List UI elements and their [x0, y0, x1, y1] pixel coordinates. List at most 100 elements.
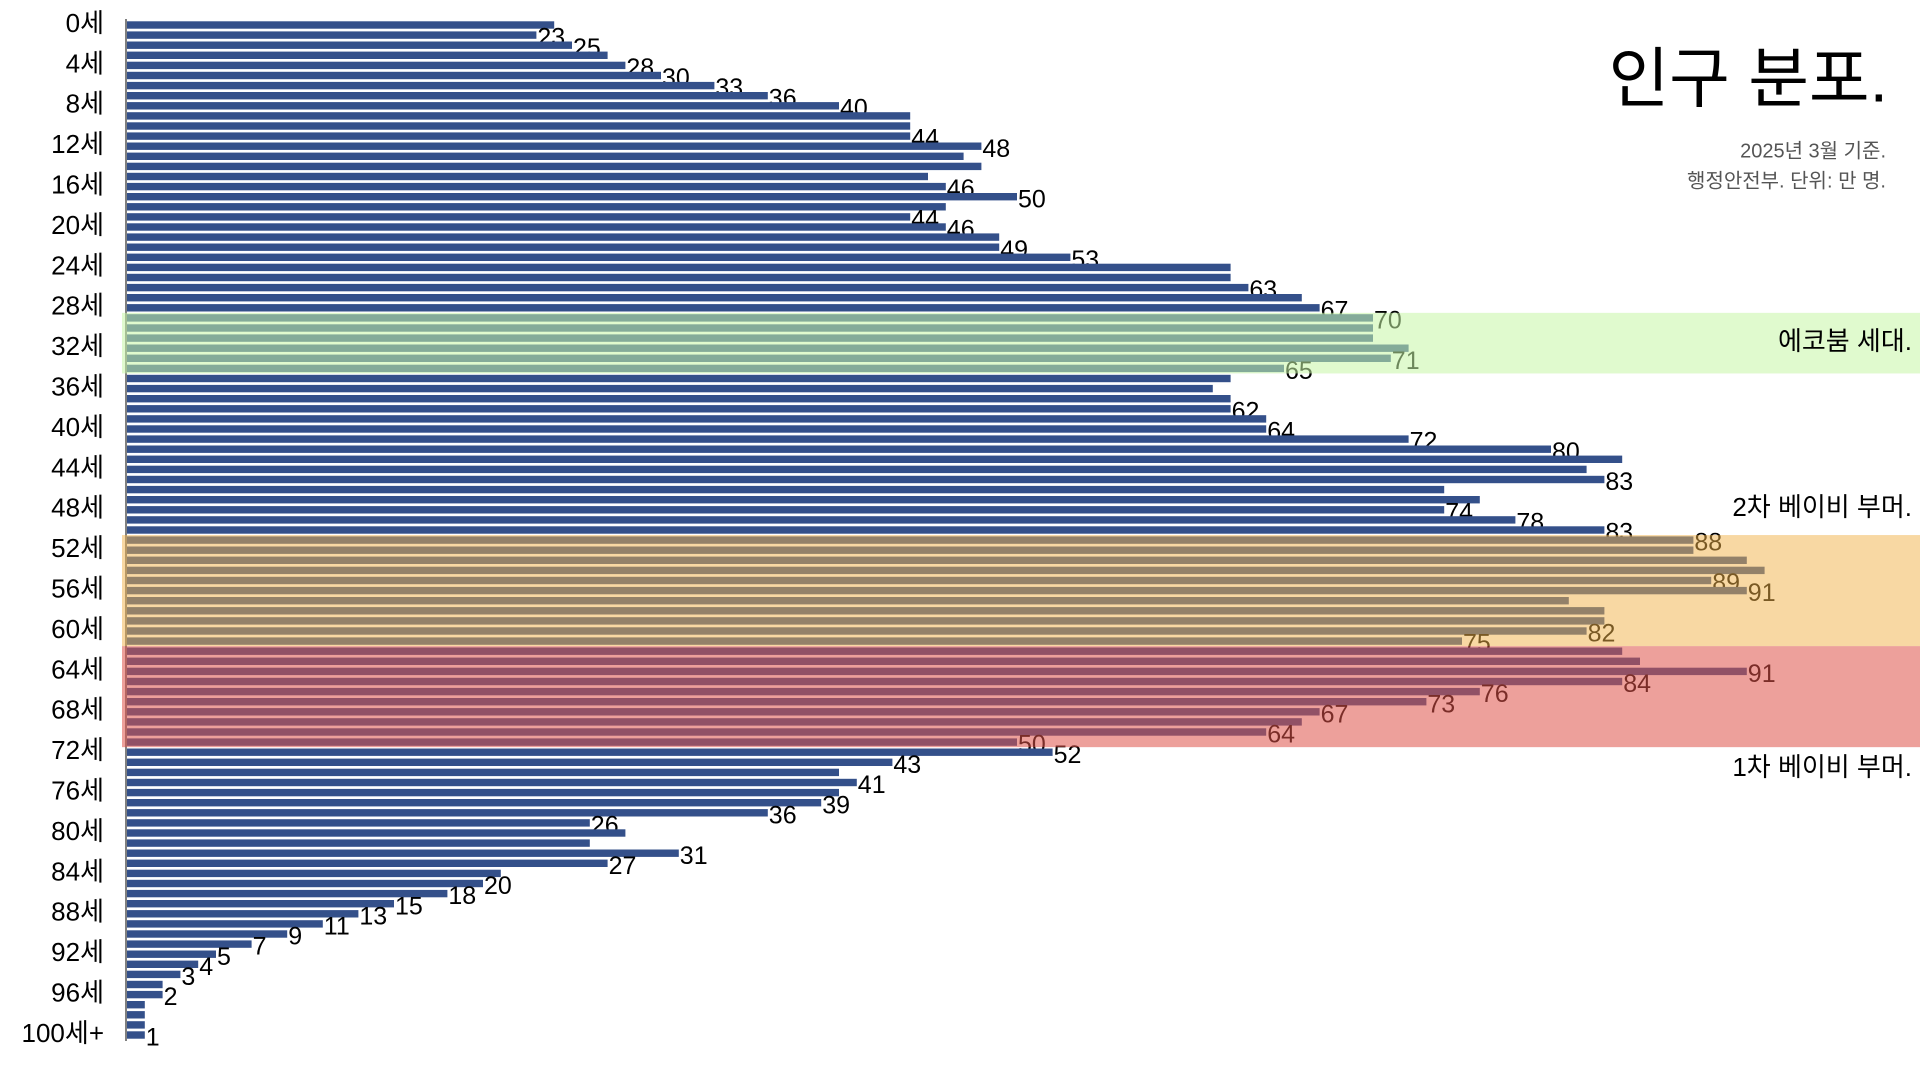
- data-label: 50: [1018, 185, 1046, 213]
- y-tick-label: 0세: [66, 8, 104, 38]
- bar: [127, 162, 982, 171]
- bar: [127, 71, 661, 80]
- y-tick-label: 88세: [51, 897, 104, 927]
- bar: [127, 122, 911, 130]
- bar: [127, 102, 839, 110]
- bar: [127, 758, 893, 766]
- bar: [127, 496, 1480, 504]
- bar: [127, 748, 1053, 756]
- bar: [127, 465, 1587, 474]
- bar: [127, 304, 1320, 312]
- bar: [127, 435, 1409, 443]
- y-tick-label: 100세+: [22, 1018, 104, 1048]
- highlight-label: 2차 베이비 부머.: [1732, 492, 1912, 522]
- data-label: 15: [395, 892, 423, 920]
- bar: [127, 960, 199, 968]
- bar: [127, 859, 608, 867]
- y-tick-label: 44세: [51, 452, 104, 482]
- highlight-label: 1차 베이비 부머.: [1732, 752, 1912, 782]
- bar: [127, 182, 946, 191]
- data-label: 1: [146, 1024, 160, 1052]
- data-label: 31: [680, 842, 708, 870]
- bar: [127, 1011, 145, 1019]
- bar: [127, 81, 715, 90]
- data-label: 7: [253, 933, 267, 961]
- bar: [127, 879, 483, 888]
- data-label: 13: [359, 902, 387, 930]
- y-tick-label: 92세: [51, 937, 104, 967]
- data-label: 36: [769, 801, 797, 829]
- highlight-label: 에코붐 세대.: [1778, 326, 1912, 356]
- bar: [127, 142, 982, 150]
- bar: [127, 849, 679, 857]
- bar: [127, 233, 1000, 241]
- data-label: 20: [484, 872, 512, 900]
- bar: [127, 21, 555, 29]
- bar: [127, 415, 1267, 423]
- y-tick-label: 40세: [51, 412, 104, 442]
- bar: [127, 829, 626, 837]
- bar: [127, 193, 1017, 201]
- bar: [127, 374, 1231, 383]
- bar: [127, 819, 590, 827]
- bar: [127, 455, 1623, 463]
- bar: [127, 31, 537, 39]
- y-tick-label: 96세: [51, 977, 104, 1007]
- bar: [127, 889, 448, 898]
- y-tick-label: 56세: [51, 573, 104, 603]
- bar: [127, 405, 1231, 413]
- bar: [127, 485, 1445, 494]
- y-tick-label: 52세: [51, 533, 104, 563]
- bar: [127, 294, 1302, 302]
- bar: [127, 950, 216, 958]
- bar: [127, 263, 1231, 272]
- y-tick-label: 68세: [51, 695, 104, 725]
- y-tick-label: 76세: [51, 775, 104, 805]
- data-label: 27: [609, 852, 637, 880]
- bar: [127, 112, 911, 120]
- bar: [127, 283, 1249, 292]
- bar: [127, 1001, 145, 1009]
- highlight-band: [122, 646, 1920, 748]
- bar: [127, 930, 288, 938]
- y-tick-label: 72세: [51, 735, 104, 765]
- bar: [127, 172, 928, 181]
- bar: [127, 778, 857, 787]
- bar: [127, 940, 252, 948]
- bar: [127, 1031, 145, 1039]
- bar: [127, 768, 839, 777]
- bar: [127, 273, 1231, 282]
- bar: [127, 152, 964, 160]
- data-label: 4: [199, 953, 213, 981]
- bar: [127, 920, 323, 928]
- bar: [127, 869, 501, 878]
- bar: [127, 970, 181, 979]
- bar: [127, 384, 1213, 393]
- y-tick-label: 80세: [51, 816, 104, 846]
- bar: [127, 425, 1267, 433]
- bar: [127, 799, 822, 807]
- y-tick-label: 20세: [51, 210, 104, 240]
- y-tick-label: 28세: [51, 291, 104, 321]
- bar: [127, 253, 1071, 261]
- bar: [127, 203, 946, 211]
- data-label: 43: [893, 751, 921, 779]
- bar: [127, 132, 911, 140]
- y-tick-label: 32세: [51, 331, 104, 361]
- bar: [127, 92, 768, 100]
- bar: [127, 990, 163, 999]
- data-label: 48: [982, 135, 1010, 163]
- chart-subtitle: 행정안전부. 단위: 만 명.: [1687, 169, 1886, 192]
- data-label: 41: [858, 771, 886, 799]
- bar: [127, 61, 626, 70]
- bar: [127, 213, 911, 221]
- bar: [127, 900, 394, 908]
- bar: [127, 839, 590, 847]
- chart-subtitle: 2025년 3월 기준.: [1740, 139, 1886, 162]
- bar: [127, 809, 768, 817]
- data-label: 39: [822, 791, 850, 819]
- data-label: 2: [164, 983, 178, 1011]
- bar: [127, 243, 1000, 251]
- data-label: 3: [181, 963, 195, 991]
